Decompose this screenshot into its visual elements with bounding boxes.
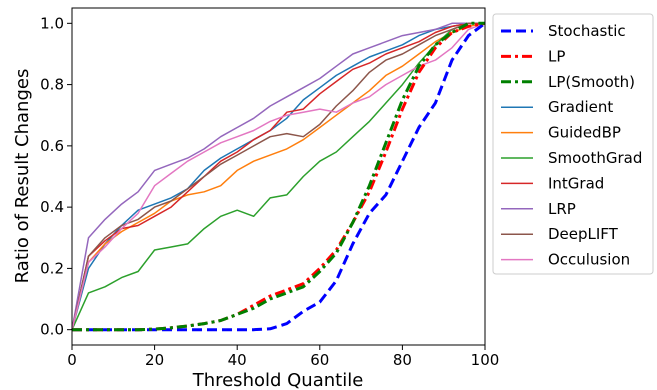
plot-frame xyxy=(71,7,486,346)
y-tick-label: 0.8 xyxy=(40,76,64,94)
legend-label-stochastic: Stochastic xyxy=(548,22,626,40)
x-tick-label: 60 xyxy=(310,351,329,369)
y-tick-label: 0.0 xyxy=(40,321,64,339)
y-tick-label: 0.2 xyxy=(40,259,64,277)
x-axis-label: Threshold Quantile xyxy=(192,370,364,390)
x-tick-label: 20 xyxy=(145,351,164,369)
x-axis-ticks: 0 20 40 60 80 100 xyxy=(67,345,499,369)
legend-label-lp-smooth: LP(Smooth) xyxy=(548,73,635,91)
series-line-occulusion xyxy=(71,22,486,330)
legend-label-intgrad: IntGrad xyxy=(548,174,604,192)
y-axis-ticks: 0.0 0.2 0.4 0.6 0.8 1.0 xyxy=(40,14,72,339)
series-line-intgrad xyxy=(71,22,485,330)
legend-label-lp: LP xyxy=(548,47,565,65)
legend: Stochastic LP LP(Smooth) Gradient GuidedBP Sm… xyxy=(492,13,654,275)
y-tick-label: 0.4 xyxy=(40,198,64,216)
legend-label-occulusion: Occulusion xyxy=(548,251,630,269)
legend-label-deeplift: DeepLIFT xyxy=(548,225,619,243)
series-line-lp xyxy=(72,21,486,332)
series-line-lp-smooth xyxy=(72,21,485,332)
series-line-smoothgrad xyxy=(71,22,485,331)
x-tick-label: 40 xyxy=(228,351,247,369)
plot-lines xyxy=(71,21,486,332)
y-axis-label: Ratio of Result Changes xyxy=(12,69,33,284)
x-tick-label: 0 xyxy=(67,351,77,369)
x-tick-label: 100 xyxy=(471,351,500,369)
series-line-guidedbp xyxy=(71,22,486,330)
legend-label-guidedbp: GuidedBP xyxy=(548,124,621,142)
legend-label-gradient: Gradient xyxy=(548,98,613,116)
series-line-lrp xyxy=(71,22,485,330)
y-tick-label: 1.0 xyxy=(40,14,64,32)
legend-label-lrp: LRP xyxy=(548,200,576,218)
legend-label-smoothgrad: SmoothGrad xyxy=(548,149,642,167)
x-tick-label: 80 xyxy=(393,351,412,369)
series-line-gradient xyxy=(71,22,485,330)
y-tick-label: 0.6 xyxy=(40,137,64,155)
series-line-stochastic xyxy=(72,22,486,332)
series-line-deeplift xyxy=(71,22,485,330)
